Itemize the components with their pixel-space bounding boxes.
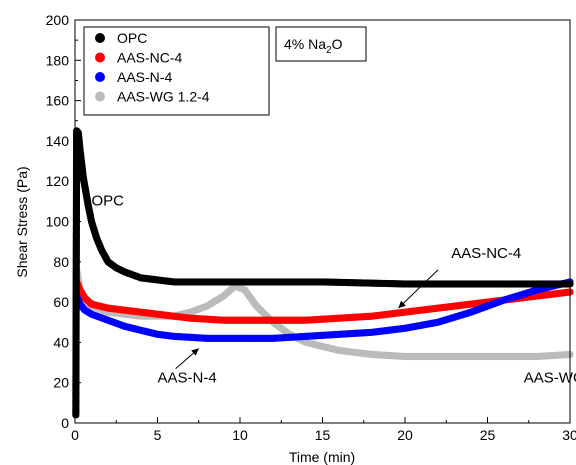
legend-label-2: AAS-N-4	[117, 69, 172, 85]
annotation-arrowhead-1	[398, 300, 406, 309]
series-2	[73, 278, 574, 342]
legend-marker-1	[95, 52, 105, 63]
x-tick-label-2: 10	[232, 427, 248, 443]
series-0	[72, 127, 574, 419]
condition-textbox: 4% Na2O	[275, 26, 367, 62]
annotation-arrow-1	[398, 269, 439, 309]
condition-text: 4% Na2O	[284, 36, 343, 56]
x-tick-label-6: 30	[562, 427, 576, 443]
x-tick-label-5: 25	[480, 427, 496, 443]
condition-textbox-frame	[275, 26, 367, 62]
legend-box	[83, 26, 270, 116]
y-tick-label-10: 200	[46, 12, 70, 28]
y-tick-label-2: 40	[53, 334, 69, 350]
series-layer	[72, 127, 574, 419]
legend-label-0: OPC	[117, 30, 147, 46]
x-axis-label: Time (min)	[289, 449, 355, 465]
annotation-label-2: AAS-N-4	[158, 370, 217, 387]
y-tick-label-4: 80	[53, 254, 69, 270]
y-tick-label-5: 100	[46, 214, 70, 230]
x-tick-label-4: 20	[397, 427, 413, 443]
legend-marker-0	[95, 33, 105, 43]
legend-entries: OPC AAS-NC-4 AAS-N-4 AAS-WG 1.2-4	[95, 30, 210, 105]
annotation-layer: OPC AAS-NC-4 AAS-N-4 AAS-WG 1.2-4	[92, 192, 576, 386]
annotation-label-0: OPC	[92, 192, 125, 209]
legend-marker-2	[95, 72, 105, 82]
y-tick-label-7: 140	[46, 133, 70, 149]
condition-text-subscript: 2	[326, 45, 332, 56]
x-tick-label-0: 0	[71, 427, 79, 443]
x-tick-label-1: 5	[154, 427, 162, 443]
y-tick-label-8: 160	[46, 93, 70, 109]
y-tick-label-3: 60	[53, 294, 69, 310]
y-tick-label-6: 120	[46, 173, 70, 189]
annotation-label-1: AAS-NC-4	[451, 245, 521, 262]
axes-layer: 0 5 10 15 20 25 30 0 20 40 60 80 100 120 140 160 180 200	[46, 12, 576, 443]
annotation-label-3: AAS-WG 1.2-4	[524, 370, 576, 387]
legend-marker-3	[95, 91, 105, 102]
x-tick-label-3: 15	[315, 427, 331, 443]
annotation-arrowhead-2	[191, 348, 199, 356]
legend: OPC AAS-NC-4 AAS-N-4 AAS-WG 1.2-4	[83, 26, 270, 116]
legend-label-1: AAS-NC-4	[117, 50, 183, 66]
condition-text-tail: O	[332, 36, 343, 52]
y-axis-label: Shear Stress (Pa)	[14, 166, 30, 277]
y-tick-label-0: 0	[61, 415, 69, 431]
condition-text-base: 4% Na	[284, 36, 326, 52]
legend-label-3: AAS-WG 1.2-4	[117, 89, 210, 105]
y-tick-label-1: 20	[53, 375, 69, 391]
y-tick-label-9: 180	[46, 52, 70, 68]
